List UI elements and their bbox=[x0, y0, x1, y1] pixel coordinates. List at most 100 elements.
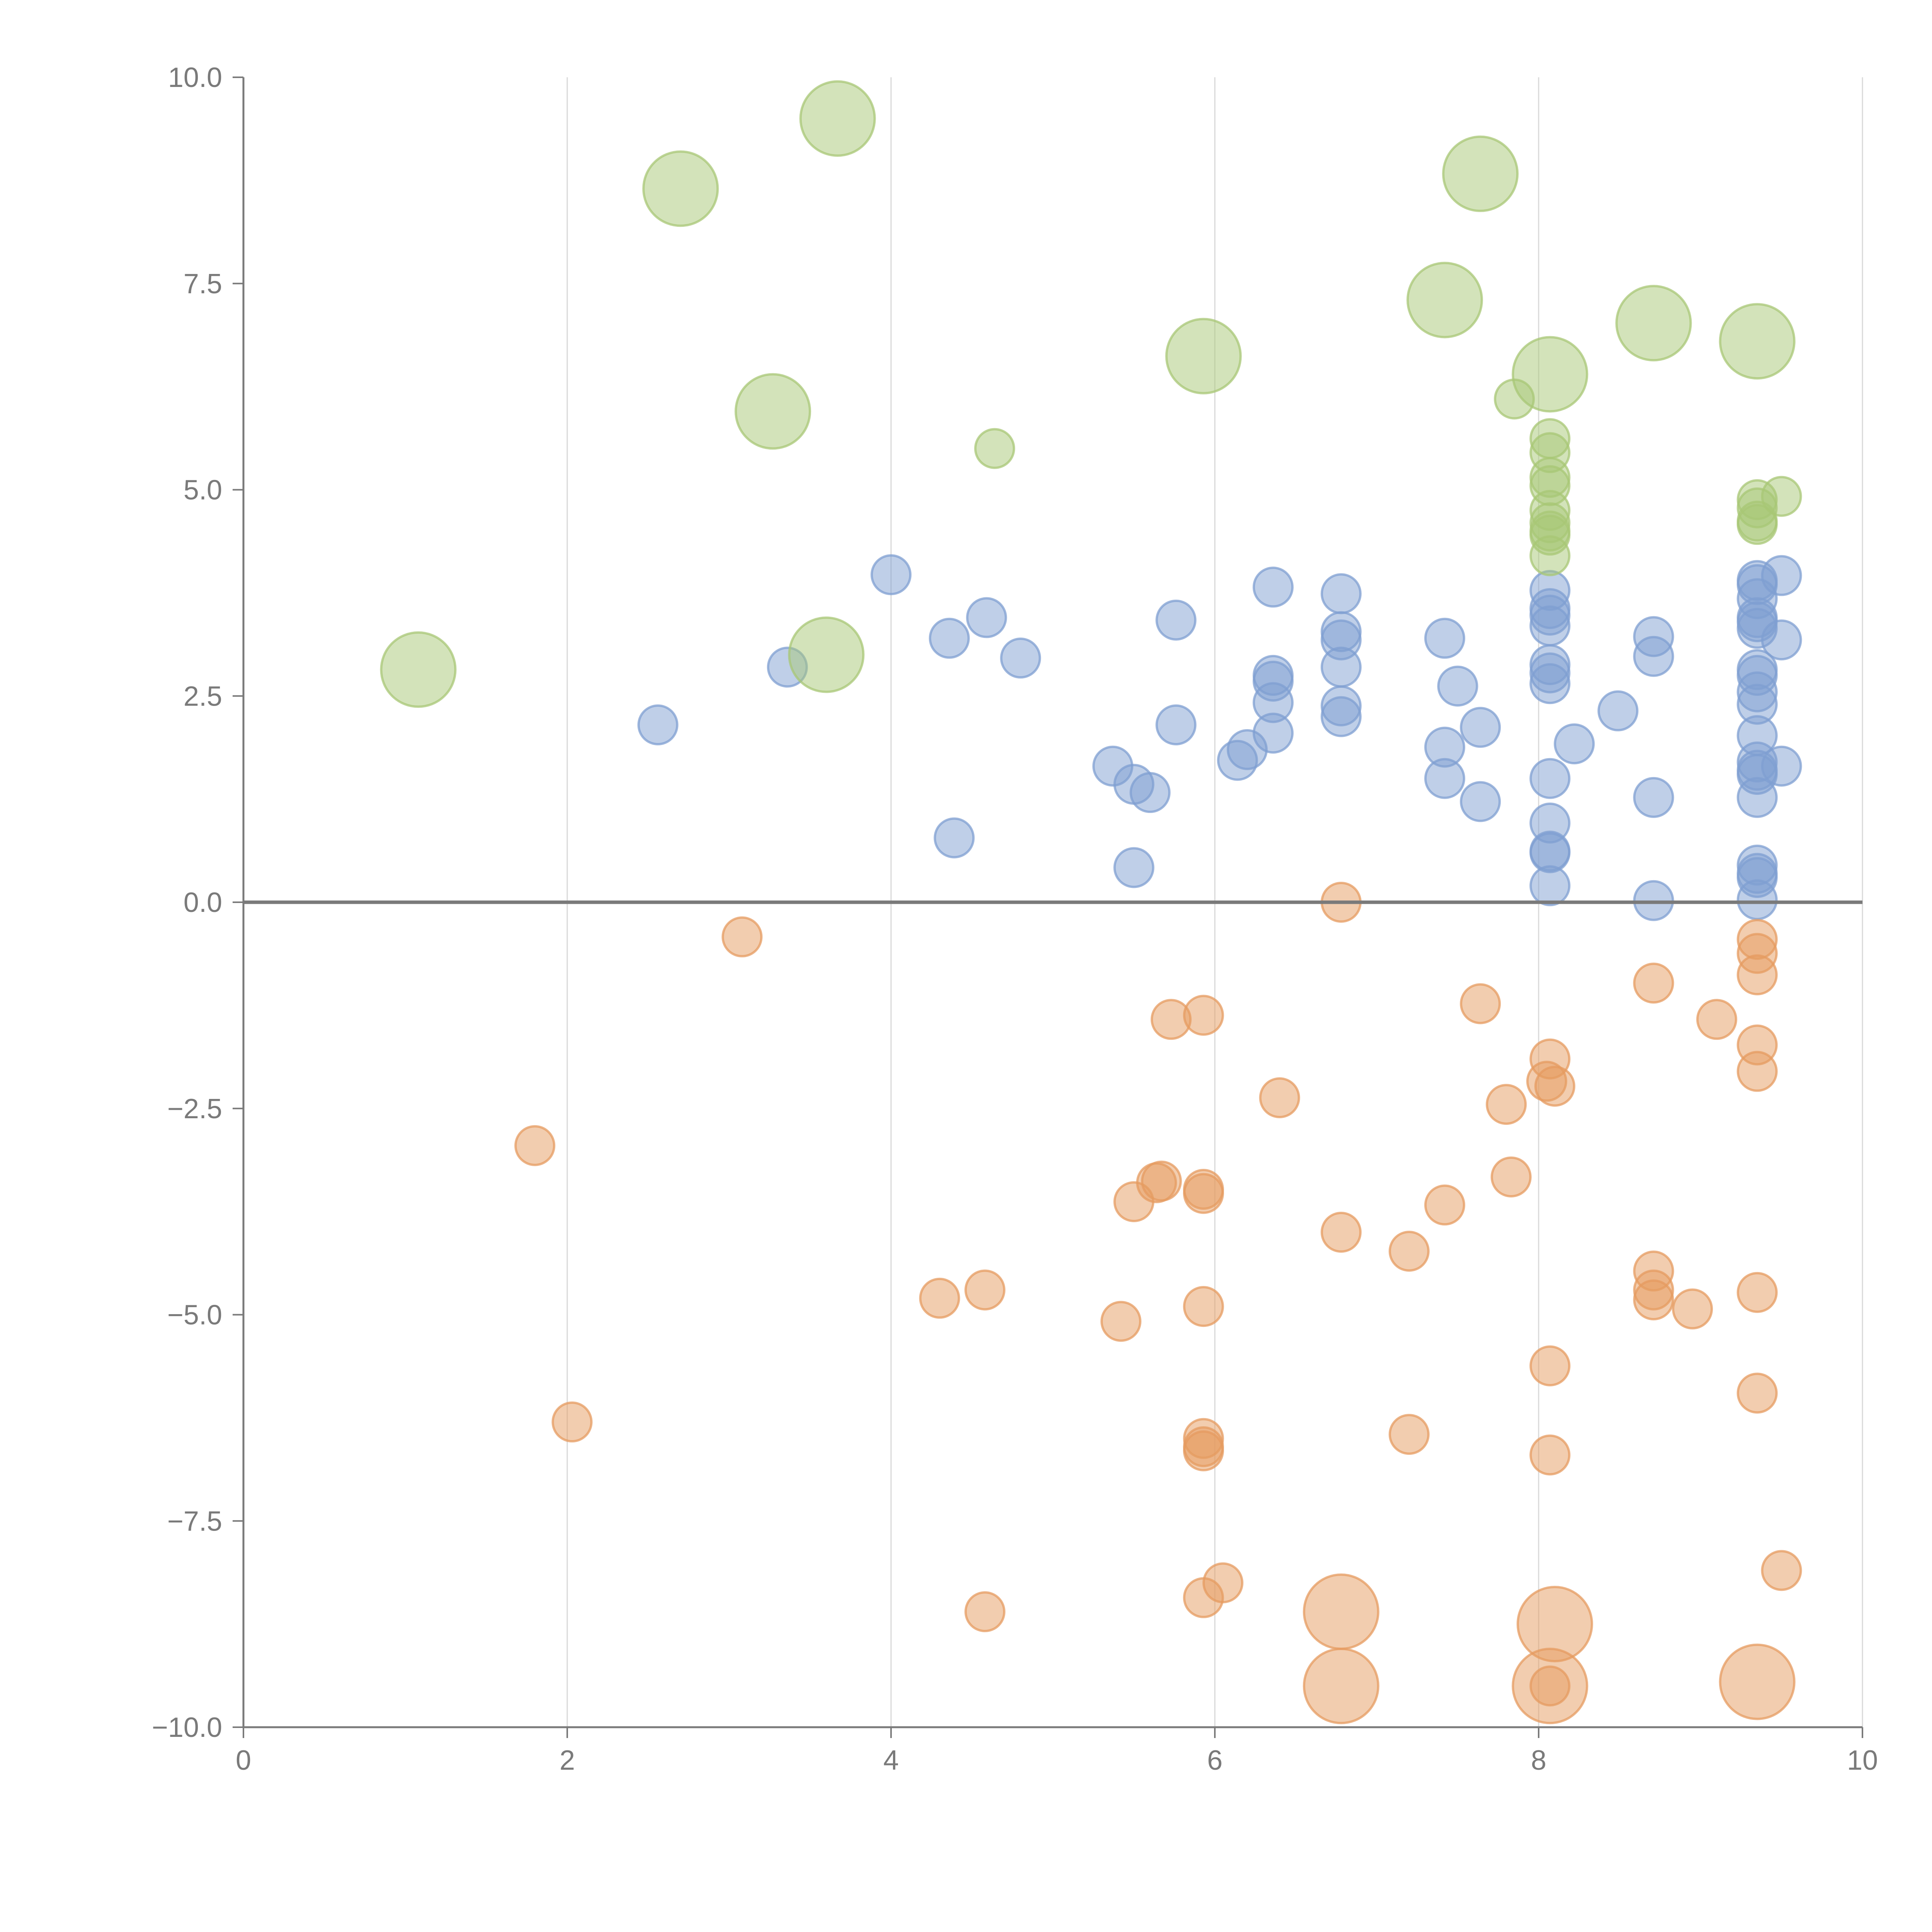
data-point bbox=[1529, 865, 1571, 906]
data-point bbox=[642, 150, 719, 227]
data-point bbox=[1736, 504, 1778, 545]
y-tick-label: −2.5 bbox=[167, 1094, 222, 1124]
y-tick-label: 5.0 bbox=[184, 475, 222, 506]
data-point bbox=[1388, 1231, 1430, 1272]
data-point bbox=[1320, 1212, 1362, 1253]
data-point bbox=[799, 80, 876, 157]
data-point bbox=[721, 916, 763, 957]
data-point bbox=[1529, 1345, 1571, 1386]
data-point bbox=[514, 1125, 556, 1166]
data-point bbox=[1100, 1301, 1141, 1342]
data-point bbox=[1460, 781, 1501, 822]
data-point bbox=[1000, 638, 1041, 679]
data-point bbox=[1165, 318, 1242, 395]
data-point bbox=[1303, 1648, 1379, 1725]
data-point bbox=[1633, 777, 1674, 818]
data-point bbox=[1183, 1286, 1224, 1327]
data-point bbox=[1719, 303, 1796, 380]
data-point bbox=[1406, 262, 1483, 338]
data-point bbox=[1437, 665, 1478, 707]
data-point bbox=[1129, 772, 1171, 813]
y-tick-label: 2.5 bbox=[184, 681, 222, 712]
data-point bbox=[1672, 1288, 1713, 1330]
x-tick-label: 10 bbox=[1847, 1745, 1878, 1776]
x-tick-label: 6 bbox=[1207, 1745, 1223, 1776]
data-point bbox=[964, 1269, 1006, 1311]
data-point bbox=[929, 617, 970, 659]
data-point bbox=[551, 1401, 593, 1443]
data-point bbox=[1719, 1643, 1796, 1720]
data-point bbox=[1736, 879, 1778, 920]
data-point bbox=[380, 631, 457, 708]
data-point bbox=[1736, 954, 1778, 995]
data-point bbox=[1615, 285, 1692, 362]
data-point bbox=[1424, 758, 1465, 799]
x-tick-label: 2 bbox=[560, 1745, 575, 1776]
data-point bbox=[1252, 566, 1294, 608]
data-point bbox=[1512, 336, 1588, 413]
data-point bbox=[919, 1277, 960, 1319]
data-point bbox=[1183, 1173, 1224, 1214]
data-point bbox=[1252, 713, 1294, 754]
x-tick-label: 8 bbox=[1531, 1745, 1546, 1776]
data-point bbox=[1534, 1066, 1575, 1107]
data-point bbox=[1320, 646, 1362, 688]
data-point bbox=[1183, 995, 1224, 1036]
data-point bbox=[1633, 1279, 1674, 1321]
y-tick-label: −10.0 bbox=[152, 1712, 222, 1743]
axes-layer: 0 2 4 6 8 10 −10.0 −7.5 −5.0 −2.5 0.0 2.5 5.0 7.5 10.0 bbox=[152, 62, 1878, 1776]
y-tick-label: 0.0 bbox=[184, 887, 222, 918]
data-point bbox=[1761, 555, 1802, 596]
data-point bbox=[1597, 690, 1639, 731]
data-point bbox=[1202, 1562, 1243, 1604]
data-point bbox=[1761, 745, 1802, 787]
data-point bbox=[1259, 1077, 1300, 1118]
data-point bbox=[1155, 704, 1197, 745]
data-point bbox=[735, 373, 811, 450]
data-point bbox=[1529, 758, 1571, 799]
data-point bbox=[966, 597, 1007, 638]
data-point bbox=[1761, 476, 1802, 517]
data-point bbox=[1303, 1573, 1379, 1650]
y-tick-label: −7.5 bbox=[167, 1506, 222, 1537]
data-point bbox=[1736, 1272, 1778, 1313]
data-point bbox=[1761, 1550, 1802, 1591]
data-point bbox=[934, 817, 975, 859]
data-point bbox=[1155, 599, 1197, 641]
points-layer bbox=[380, 80, 1802, 1725]
data-point bbox=[1320, 573, 1362, 614]
data-point bbox=[974, 428, 1015, 469]
x-tick-label: 4 bbox=[883, 1745, 899, 1776]
data-point bbox=[1633, 963, 1674, 1004]
data-point bbox=[1320, 696, 1362, 737]
data-point bbox=[1529, 1665, 1571, 1707]
y-tick-label: −5.0 bbox=[167, 1300, 222, 1331]
data-point bbox=[1736, 1051, 1778, 1092]
x-tick-label: 0 bbox=[236, 1745, 251, 1776]
data-point bbox=[1486, 1084, 1527, 1125]
data-point bbox=[1761, 619, 1802, 661]
data-point bbox=[1424, 617, 1465, 659]
data-point bbox=[637, 704, 679, 745]
data-point bbox=[1529, 535, 1571, 577]
data-point bbox=[1113, 847, 1155, 888]
data-point bbox=[1183, 1430, 1224, 1471]
data-point bbox=[1490, 1156, 1532, 1197]
data-point bbox=[1633, 636, 1674, 677]
y-tick-label: 7.5 bbox=[184, 269, 222, 299]
data-point bbox=[1529, 663, 1571, 704]
data-point bbox=[1736, 777, 1778, 818]
data-point bbox=[1424, 1184, 1465, 1226]
y-tick-label: 10.0 bbox=[168, 62, 222, 93]
data-point bbox=[1141, 1160, 1182, 1202]
data-point bbox=[1460, 983, 1501, 1024]
data-point bbox=[1388, 1414, 1430, 1455]
data-point bbox=[1696, 999, 1737, 1040]
data-point bbox=[1529, 1434, 1571, 1476]
data-point bbox=[871, 554, 912, 595]
data-point bbox=[1442, 135, 1519, 212]
data-point bbox=[1736, 1372, 1778, 1414]
data-point bbox=[1529, 605, 1571, 646]
